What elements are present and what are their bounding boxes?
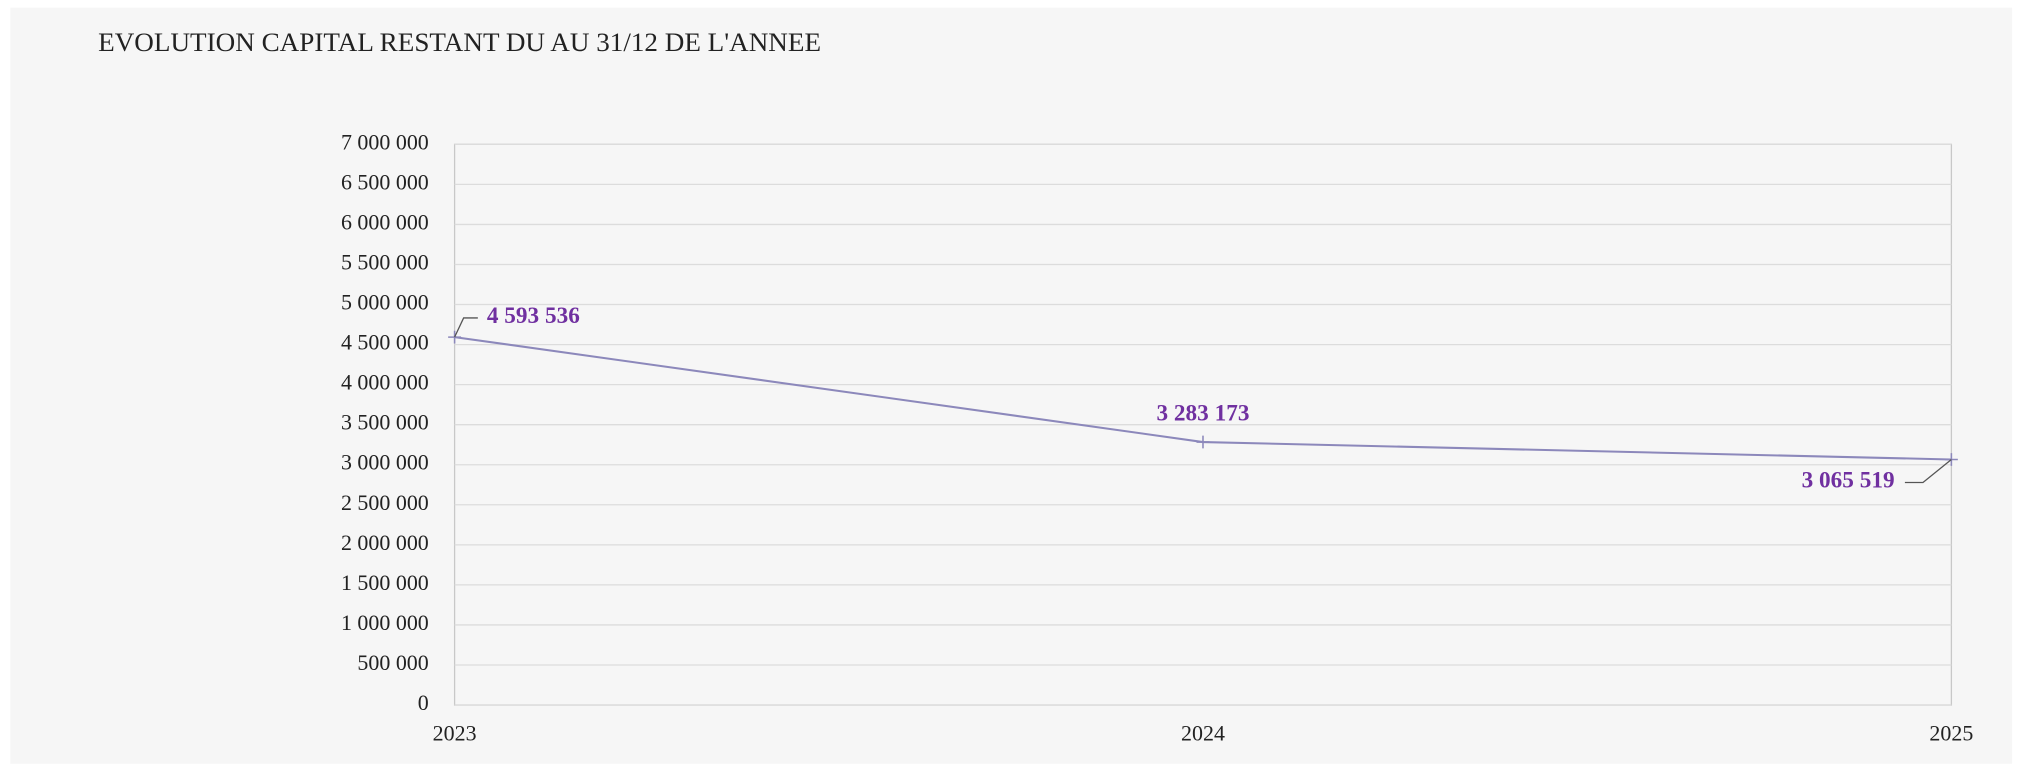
leader-line [1904,458,1952,484]
y-tick-label: 4 500 000 [341,331,429,355]
marker [1944,453,1958,466]
y-tick-label: 2 000 000 [341,531,429,555]
y-tick-label: 7 000 000 [341,130,429,154]
y-tick-label: 1 500 000 [341,571,429,595]
y-tick-label: 5 500 000 [341,251,429,275]
data-label: 4 593 536 [487,302,580,328]
marker [1196,435,1210,449]
y-tick-label: 3 000 000 [341,451,429,475]
y-tick-label: 6 500 000 [341,170,429,194]
data-label: 3 283 173 [1157,400,1250,426]
x-tick-label: 2023 [433,722,477,746]
y-tick-label: 1 000 000 [341,611,429,635]
y-tick-label: 4 000 000 [341,371,429,395]
leader-line [454,317,478,338]
y-tick-label: 500 000 [357,651,428,675]
y-tick-label: 6 000 000 [341,211,429,235]
y-tick-label: 2 500 000 [341,491,429,515]
y-tick-label: 0 [418,691,429,715]
chart-title: EVOLUTION CAPITAL RESTANT DU AU 31/12 DE… [98,27,821,57]
x-tick-label: 2024 [1181,722,1225,746]
chart-background [10,7,2013,764]
y-tick-label: 3 500 000 [341,411,429,435]
marker [448,330,462,344]
data-label: 3 065 519 [1802,467,1895,493]
x-tick-label: 2025 [1929,722,1973,746]
y-tick-label: 5 000 000 [341,291,429,315]
